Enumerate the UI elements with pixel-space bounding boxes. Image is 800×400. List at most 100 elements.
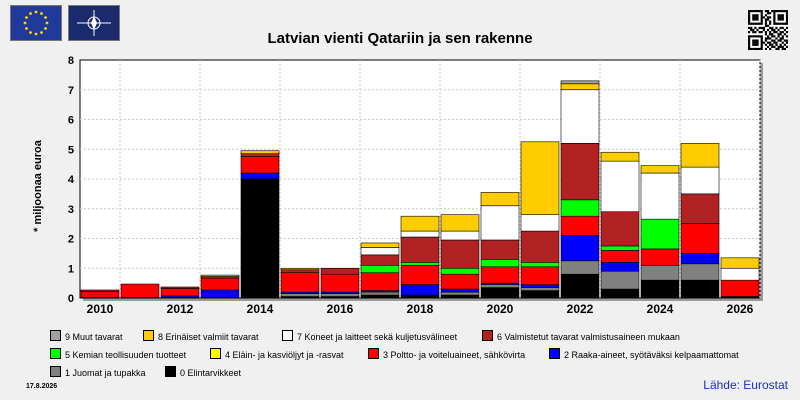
chart-title: Latvian vienti Qatariin ja sen rakenne — [267, 30, 533, 47]
legend-label: 5 Kemian teollisuuden tuotteet — [65, 350, 187, 360]
bar-segment — [600, 288, 640, 299]
bar-segment — [480, 192, 520, 207]
x-tick-label: 2026 — [727, 302, 754, 316]
bar-segment — [80, 289, 120, 292]
bar-segment — [560, 199, 600, 217]
bar-segment — [360, 272, 400, 291]
y-tick-label: 2 — [68, 234, 74, 246]
legend-item: 1 Juomat ja tupakka — [50, 366, 146, 378]
legend-swatch — [282, 330, 293, 341]
legend-label: 4 Eläin- ja kasviöljyt ja -rasvat — [225, 350, 344, 360]
legend-swatch — [368, 348, 379, 359]
legend-item: 7 Koneet ja laitteet sekä kuljetusväline… — [282, 330, 457, 342]
nato-flag-icon — [68, 5, 120, 41]
bar-segment — [440, 239, 480, 269]
legend-label: 9 Muut tavarat — [65, 332, 123, 342]
bar-segment — [200, 289, 240, 298]
bar-segment — [560, 80, 600, 85]
bar-segment — [240, 172, 280, 180]
bar-segment — [480, 266, 520, 284]
bar-segment — [160, 286, 200, 289]
bar-segment — [400, 284, 440, 296]
bar-segment — [240, 150, 280, 155]
bar-segment — [320, 293, 360, 297]
legend-item: 4 Eläin- ja kasviöljyt ja -rasvat — [210, 348, 344, 360]
legend-swatch — [549, 348, 560, 359]
x-tick-label: 2018 — [407, 302, 434, 316]
bar-segment — [600, 160, 640, 213]
date-stamp: 17.8.2026 — [26, 383, 58, 390]
bar-segment — [400, 264, 440, 285]
legend-item: 8 Erinäiset valmiit tavarat — [143, 330, 259, 342]
bar-segment — [240, 156, 280, 174]
bar-segment — [600, 151, 640, 162]
qr-code-icon — [748, 10, 789, 51]
bar-segment — [480, 259, 520, 268]
bar-segment — [440, 267, 480, 275]
bar-segment — [520, 290, 560, 299]
bar-segment — [680, 193, 720, 224]
legend-item: 3 Poltto- ja voiteluaineet, sähkövirta — [368, 348, 525, 360]
legend-item: 6 Valmistetut tavarat valmistusaineen mu… — [482, 330, 680, 342]
y-tick-label: 1 — [68, 263, 74, 275]
bar-segment — [520, 141, 560, 215]
bar-segment — [560, 273, 600, 299]
bar-segment — [680, 253, 720, 265]
bar-segment — [240, 153, 280, 157]
bar-segment — [680, 143, 720, 168]
bar-segment — [520, 261, 560, 268]
bar-segment — [240, 178, 280, 299]
bar-segment — [600, 270, 640, 290]
bar-segment — [560, 215, 600, 236]
bar-segment — [120, 283, 160, 298]
x-tick-label: 2022 — [567, 302, 594, 316]
legend-item: 0 Elintarvikkeet — [165, 366, 241, 378]
bar-segment — [680, 279, 720, 299]
y-tick-label: 3 — [68, 204, 74, 216]
bar-segment — [480, 287, 520, 299]
bar-segment — [720, 257, 760, 269]
bar-segment — [640, 248, 680, 266]
bar-segment — [80, 291, 120, 298]
bar-segment — [520, 214, 560, 232]
bar-segment — [400, 236, 440, 263]
bar-segment — [360, 247, 400, 256]
legend-swatch — [143, 330, 154, 341]
bar-segment — [400, 294, 440, 299]
legend-item: 9 Muut tavarat — [50, 330, 123, 342]
bar-segment — [280, 267, 320, 271]
bar-segment — [400, 215, 440, 232]
bar-segment — [720, 279, 760, 297]
bar-segment — [560, 260, 600, 275]
bar-segment — [440, 214, 480, 232]
legend-label: 8 Erinäiset valmiit tavarat — [158, 332, 259, 342]
bar-segment — [520, 230, 560, 263]
legend-item: 2 Raaka-aineet, syötäväksi kelpaamattoma… — [549, 348, 739, 360]
bar-segment — [320, 273, 360, 293]
legend-swatch — [50, 330, 61, 341]
bar-segment — [480, 239, 520, 260]
bar-segment — [520, 287, 560, 291]
bar-segment — [320, 267, 360, 275]
bar-segment — [400, 230, 440, 238]
bar-segment — [200, 277, 240, 291]
bar-segment — [720, 267, 760, 281]
bar-segment — [400, 261, 440, 266]
bar-segment — [480, 205, 520, 241]
y-tick-label: 4 — [68, 174, 75, 186]
bar-segment — [360, 264, 400, 274]
bar-segment — [280, 293, 320, 297]
legend-item: 5 Kemian teollisuuden tuotteet — [50, 348, 186, 360]
y-tick-label: 0 — [68, 293, 74, 305]
bar-segment — [560, 83, 600, 91]
legend-swatch — [165, 366, 176, 377]
legend-swatch — [482, 330, 493, 341]
x-tick-label: 2016 — [327, 302, 354, 316]
bar-segment — [640, 172, 680, 220]
bar-segment — [440, 294, 480, 299]
bar-segment — [160, 288, 200, 297]
bar-segment — [600, 261, 640, 272]
legend-label: 1 Juomat ja tupakka — [65, 368, 146, 378]
bar-segment — [640, 279, 680, 299]
